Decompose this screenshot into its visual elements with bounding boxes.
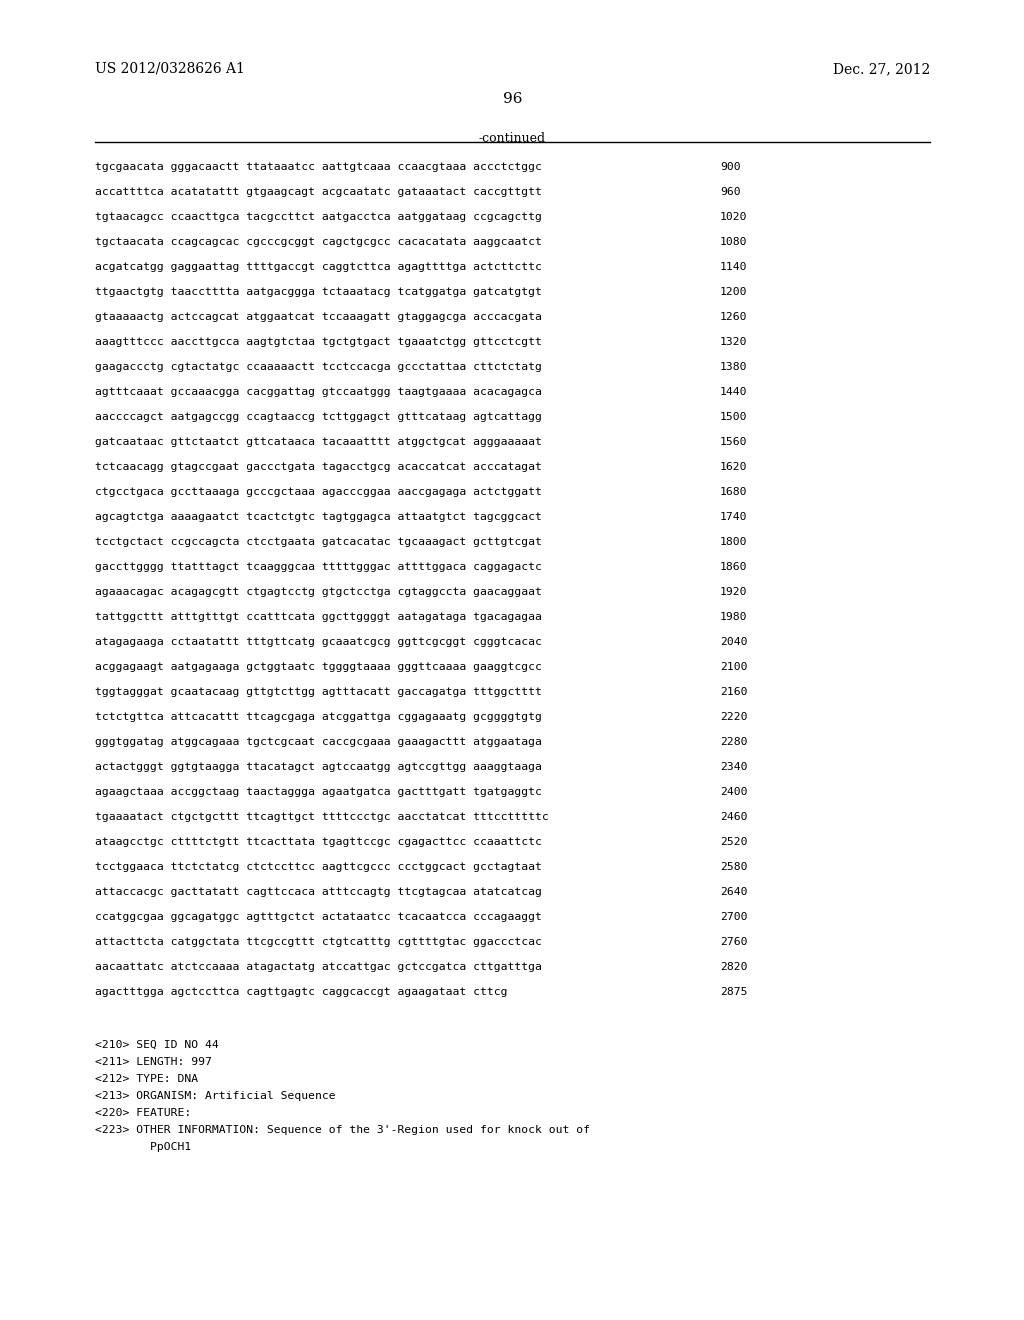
Text: 1020: 1020 <box>720 213 748 222</box>
Text: gtaaaaactg actccagcat atggaatcat tccaaagatt gtaggagcga acccacgata: gtaaaaactg actccagcat atggaatcat tccaaag… <box>95 312 542 322</box>
Text: 2040: 2040 <box>720 638 748 647</box>
Text: agactttgga agctccttca cagttgagtc caggcaccgt agaagataat cttcg: agactttgga agctccttca cagttgagtc caggcac… <box>95 987 508 997</box>
Text: 1860: 1860 <box>720 562 748 572</box>
Text: 1260: 1260 <box>720 312 748 322</box>
Text: tgctaacata ccagcagcac cgcccgcggt cagctgcgcc cacacatata aaggcaatct: tgctaacata ccagcagcac cgcccgcggt cagctgc… <box>95 238 542 247</box>
Text: 1380: 1380 <box>720 362 748 372</box>
Text: <223> OTHER INFORMATION: Sequence of the 3'-Region used for knock out of: <223> OTHER INFORMATION: Sequence of the… <box>95 1125 590 1135</box>
Text: 2640: 2640 <box>720 887 748 898</box>
Text: 1200: 1200 <box>720 286 748 297</box>
Text: 2160: 2160 <box>720 686 748 697</box>
Text: agaagctaaa accggctaag taactaggga agaatgatca gactttgatt tgatgaggtc: agaagctaaa accggctaag taactaggga agaatga… <box>95 787 542 797</box>
Text: ctgcctgaca gccttaaaga gcccgctaaa agacccggaa aaccgagaga actctggatt: ctgcctgaca gccttaaaga gcccgctaaa agacccg… <box>95 487 542 498</box>
Text: 900: 900 <box>720 162 740 172</box>
Text: 2340: 2340 <box>720 762 748 772</box>
Text: 1440: 1440 <box>720 387 748 397</box>
Text: PpOCH1: PpOCH1 <box>95 1142 191 1152</box>
Text: -continued: -continued <box>479 132 546 145</box>
Text: 1080: 1080 <box>720 238 748 247</box>
Text: 1980: 1980 <box>720 612 748 622</box>
Text: <212> TYPE: DNA: <212> TYPE: DNA <box>95 1074 198 1084</box>
Text: 1500: 1500 <box>720 412 748 422</box>
Text: 96: 96 <box>503 92 522 106</box>
Text: attaccacgc gacttatatt cagttccaca atttccagtg ttcgtagcaa atatcatcag: attaccacgc gacttatatt cagttccaca atttcca… <box>95 887 542 898</box>
Text: <210> SEQ ID NO 44: <210> SEQ ID NO 44 <box>95 1040 219 1049</box>
Text: agaaacagac acagagcgtt ctgagtcctg gtgctcctga cgtaggccta gaacaggaat: agaaacagac acagagcgtt ctgagtcctg gtgctcc… <box>95 587 542 597</box>
Text: <211> LENGTH: 997: <211> LENGTH: 997 <box>95 1057 212 1067</box>
Text: 960: 960 <box>720 187 740 197</box>
Text: 2580: 2580 <box>720 862 748 873</box>
Text: accattttca acatatattt gtgaagcagt acgcaatatc gataaatact caccgttgtt: accattttca acatatattt gtgaagcagt acgcaat… <box>95 187 542 197</box>
Text: 1740: 1740 <box>720 512 748 521</box>
Text: aaagtttccc aaccttgcca aagtgtctaa tgctgtgact tgaaatctgg gttcctcgtt: aaagtttccc aaccttgcca aagtgtctaa tgctgtg… <box>95 337 542 347</box>
Text: tattggcttt atttgtttgt ccatttcata ggcttggggt aatagataga tgacagagaa: tattggcttt atttgtttgt ccatttcata ggcttgg… <box>95 612 542 622</box>
Text: 1920: 1920 <box>720 587 748 597</box>
Text: tcctggaaca ttctctatcg ctctccttcc aagttcgccc ccctggcact gcctagtaat: tcctggaaca ttctctatcg ctctccttcc aagttcg… <box>95 862 542 873</box>
Text: 2820: 2820 <box>720 962 748 972</box>
Text: 1140: 1140 <box>720 261 748 272</box>
Text: 2100: 2100 <box>720 663 748 672</box>
Text: gaccttgggg ttatttagct tcaagggcaa tttttgggac attttggaca caggagactc: gaccttgggg ttatttagct tcaagggcaa tttttgg… <box>95 562 542 572</box>
Text: tcctgctact ccgccagcta ctcctgaata gatcacatac tgcaaagact gcttgtcgat: tcctgctact ccgccagcta ctcctgaata gatcaca… <box>95 537 542 546</box>
Text: 2760: 2760 <box>720 937 748 946</box>
Text: tggtagggat gcaatacaag gttgtcttgg agtttacatt gaccagatga tttggctttt: tggtagggat gcaatacaag gttgtcttgg agtttac… <box>95 686 542 697</box>
Text: actactgggt ggtgtaagga ttacatagct agtccaatgg agtccgttgg aaaggtaaga: actactgggt ggtgtaagga ttacatagct agtccaa… <box>95 762 542 772</box>
Text: attacttcta catggctata ttcgccgttt ctgtcatttg cgttttgtac ggaccctcac: attacttcta catggctata ttcgccgttt ctgtcat… <box>95 937 542 946</box>
Text: agtttcaaat gccaaacgga cacggattag gtccaatggg taagtgaaaa acacagagca: agtttcaaat gccaaacgga cacggattag gtccaat… <box>95 387 542 397</box>
Text: acgatcatgg gaggaattag ttttgaccgt caggtcttca agagttttga actcttcttc: acgatcatgg gaggaattag ttttgaccgt caggtct… <box>95 261 542 272</box>
Text: <220> FEATURE:: <220> FEATURE: <box>95 1107 191 1118</box>
Text: 2460: 2460 <box>720 812 748 822</box>
Text: tctctgttca attcacattt ttcagcgaga atcggattga cggagaaatg gcggggtgtg: tctctgttca attcacattt ttcagcgaga atcggat… <box>95 711 542 722</box>
Text: 2875: 2875 <box>720 987 748 997</box>
Text: 2280: 2280 <box>720 737 748 747</box>
Text: 1680: 1680 <box>720 487 748 498</box>
Text: US 2012/0328626 A1: US 2012/0328626 A1 <box>95 62 245 77</box>
Text: ttgaactgtg taacctttta aatgacggga tctaaatacg tcatggatga gatcatgtgt: ttgaactgtg taacctttta aatgacggga tctaaat… <box>95 286 542 297</box>
Text: gatcaataac gttctaatct gttcataaca tacaaatttt atggctgcat agggaaaaat: gatcaataac gttctaatct gttcataaca tacaaat… <box>95 437 542 447</box>
Text: 2520: 2520 <box>720 837 748 847</box>
Text: 1620: 1620 <box>720 462 748 473</box>
Text: 2700: 2700 <box>720 912 748 921</box>
Text: atagagaaga cctaatattt tttgttcatg gcaaatcgcg ggttcgcggt cgggtcacac: atagagaaga cctaatattt tttgttcatg gcaaatc… <box>95 638 542 647</box>
Text: tgaaaatact ctgctgcttt ttcagttgct ttttccctgc aacctatcat tttcctttttc: tgaaaatact ctgctgcttt ttcagttgct ttttccc… <box>95 812 549 822</box>
Text: gaagaccctg cgtactatgc ccaaaaactt tcctccacga gccctattaa cttctctatg: gaagaccctg cgtactatgc ccaaaaactt tcctcca… <box>95 362 542 372</box>
Text: 2400: 2400 <box>720 787 748 797</box>
Text: 1560: 1560 <box>720 437 748 447</box>
Text: ataagcctgc cttttctgtt ttcacttata tgagttccgc cgagacttcc ccaaattctc: ataagcctgc cttttctgtt ttcacttata tgagttc… <box>95 837 542 847</box>
Text: acggagaagt aatgagaaga gctggtaatc tggggtaaaa gggttcaaaa gaaggtcgcc: acggagaagt aatgagaaga gctggtaatc tggggta… <box>95 663 542 672</box>
Text: tctcaacagg gtagccgaat gaccctgata tagacctgcg acaccatcat acccatagat: tctcaacagg gtagccgaat gaccctgata tagacct… <box>95 462 542 473</box>
Text: agcagtctga aaaagaatct tcactctgtc tagtggagca attaatgtct tagcggcact: agcagtctga aaaagaatct tcactctgtc tagtgga… <box>95 512 542 521</box>
Text: tgtaacagcc ccaacttgca tacgccttct aatgacctca aatggataag ccgcagcttg: tgtaacagcc ccaacttgca tacgccttct aatgacc… <box>95 213 542 222</box>
Text: aaccccagct aatgagccgg ccagtaaccg tcttggagct gtttcataag agtcattagg: aaccccagct aatgagccgg ccagtaaccg tcttgga… <box>95 412 542 422</box>
Text: gggtggatag atggcagaaa tgctcgcaat caccgcgaaa gaaagacttt atggaataga: gggtggatag atggcagaaa tgctcgcaat caccgcg… <box>95 737 542 747</box>
Text: <213> ORGANISM: Artificial Sequence: <213> ORGANISM: Artificial Sequence <box>95 1092 336 1101</box>
Text: Dec. 27, 2012: Dec. 27, 2012 <box>833 62 930 77</box>
Text: tgcgaacata gggacaactt ttataaatcc aattgtcaaa ccaacgtaaa accctctggc: tgcgaacata gggacaactt ttataaatcc aattgtc… <box>95 162 542 172</box>
Text: 1320: 1320 <box>720 337 748 347</box>
Text: 2220: 2220 <box>720 711 748 722</box>
Text: ccatggcgaa ggcagatggc agtttgctct actataatcc tcacaatcca cccagaaggt: ccatggcgaa ggcagatggc agtttgctct actataa… <box>95 912 542 921</box>
Text: aacaattatc atctccaaaa atagactatg atccattgac gctccgatca cttgatttga: aacaattatc atctccaaaa atagactatg atccatt… <box>95 962 542 972</box>
Text: 1800: 1800 <box>720 537 748 546</box>
